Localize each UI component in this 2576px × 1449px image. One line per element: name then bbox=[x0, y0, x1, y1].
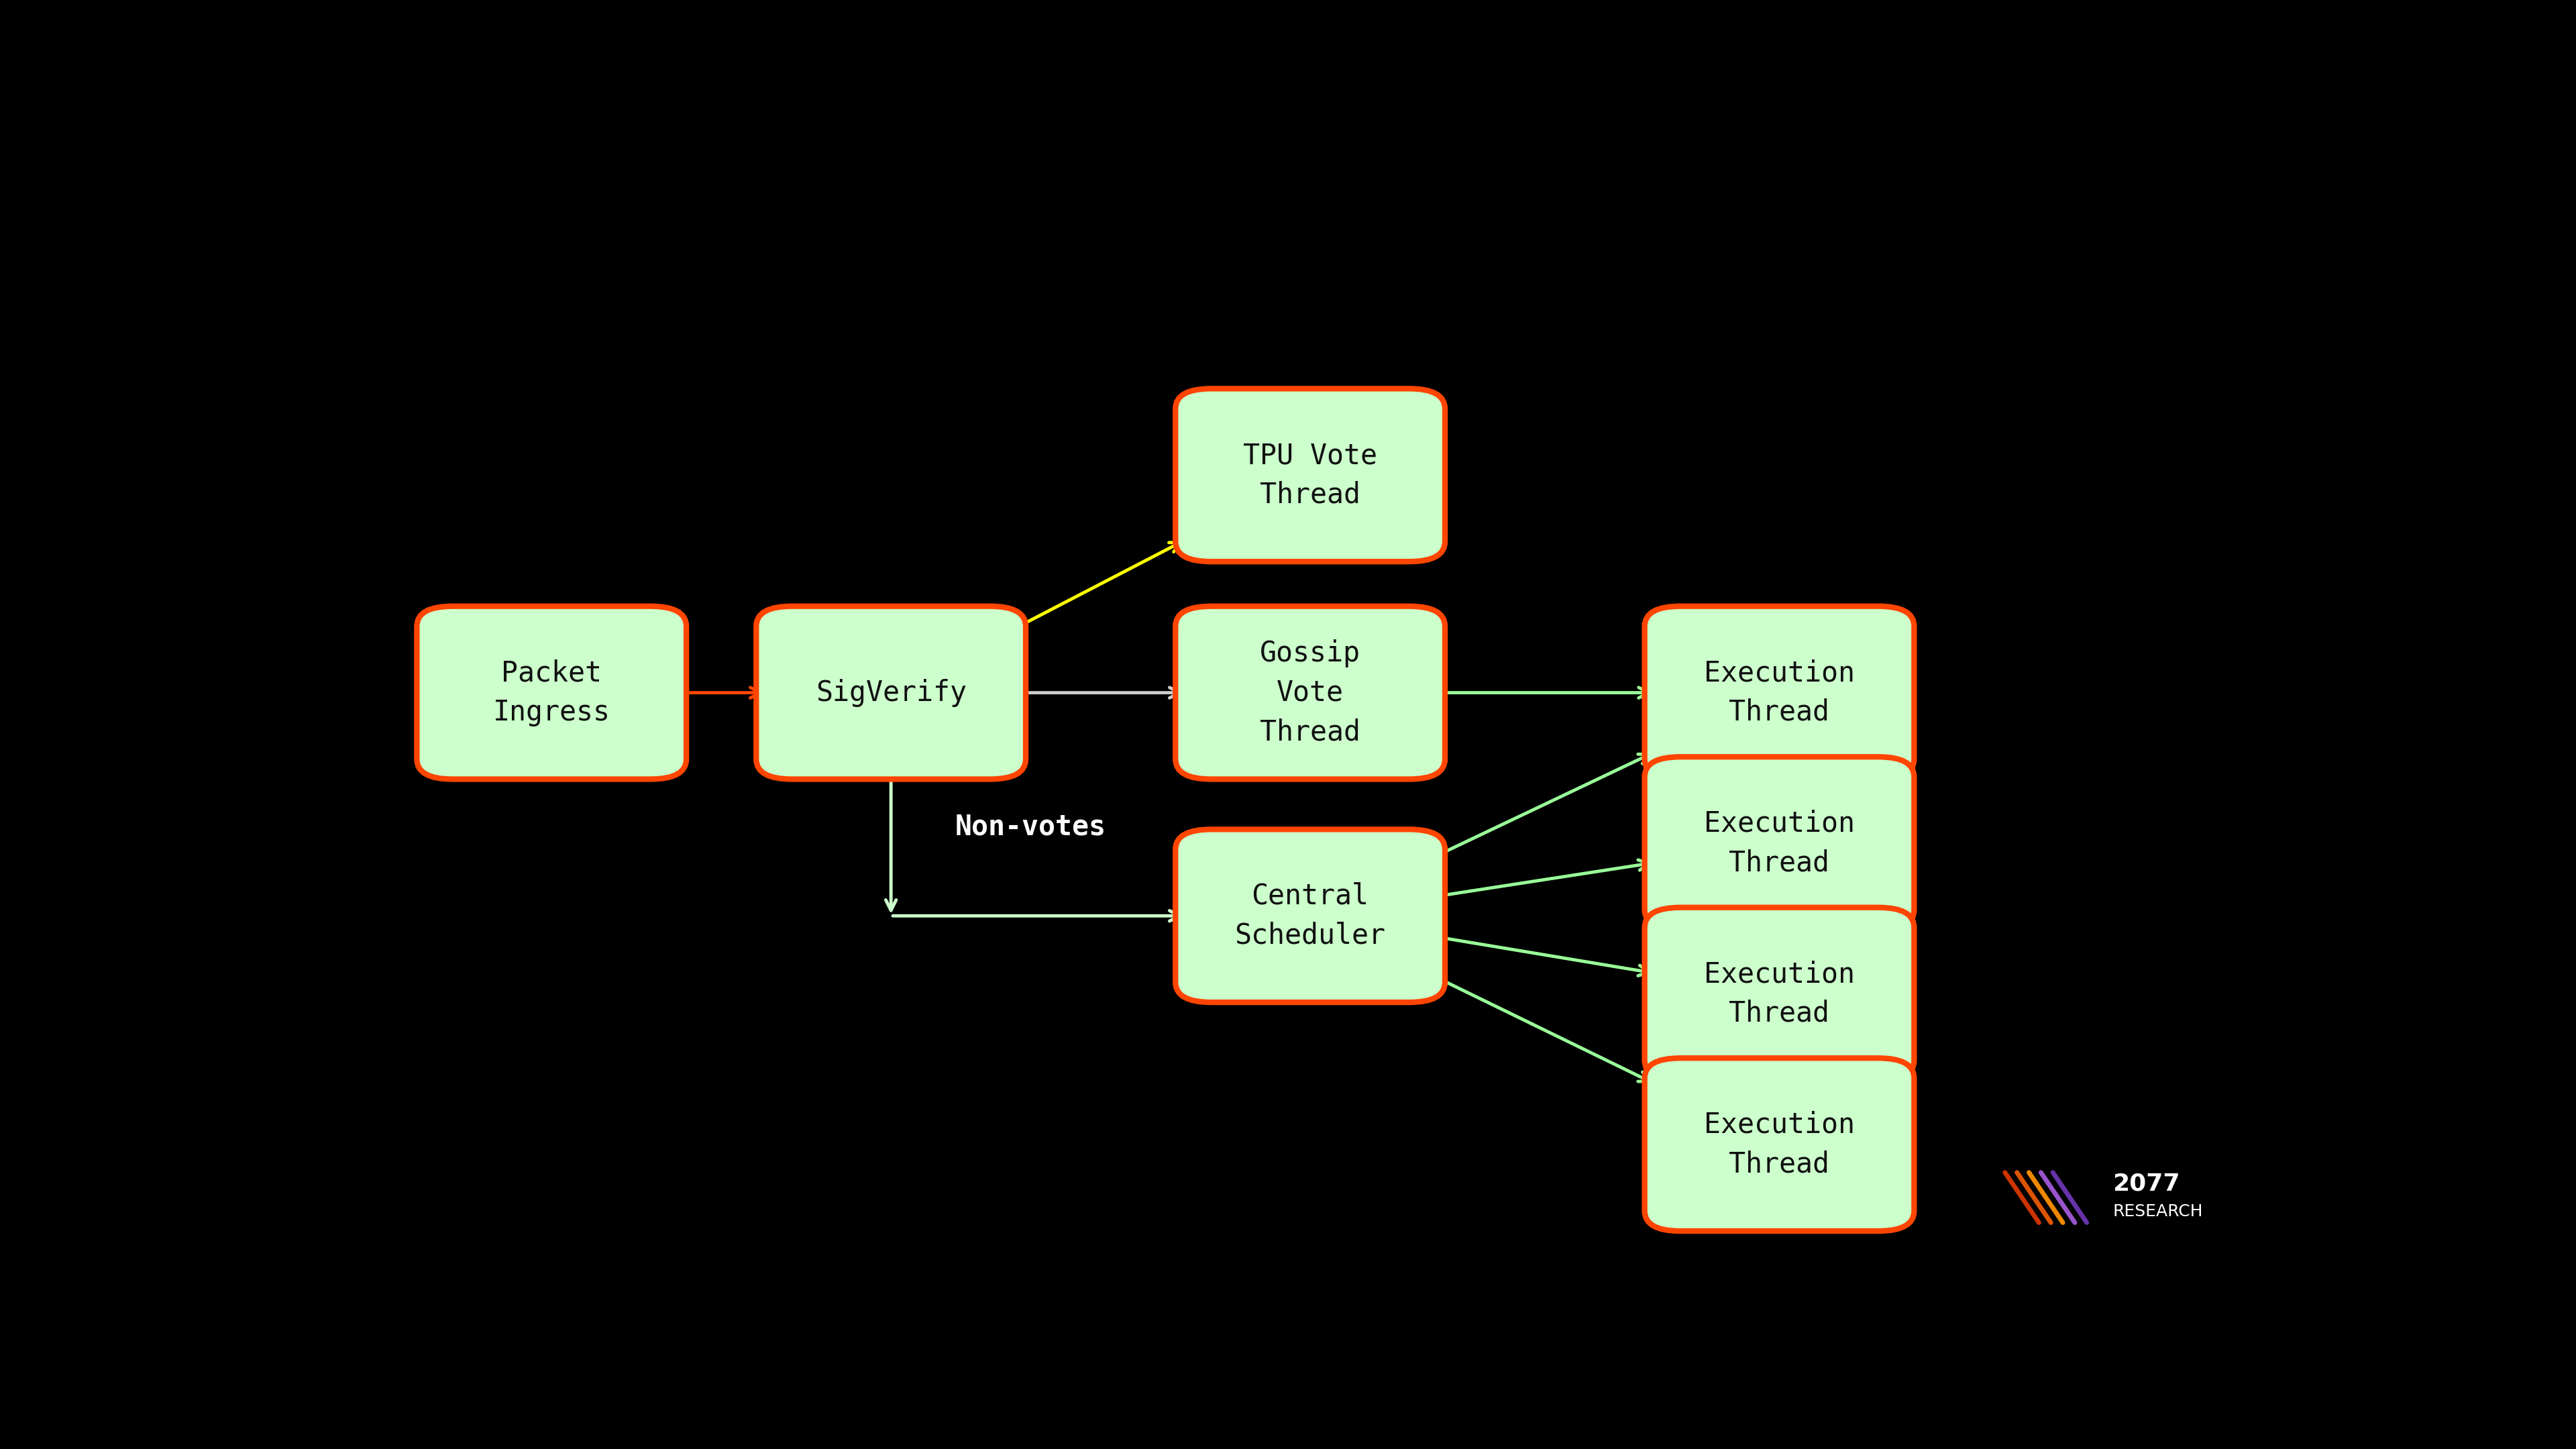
Text: Execution
Thread: Execution Thread bbox=[1703, 810, 1855, 877]
Text: Central
Scheduler: Central Scheduler bbox=[1234, 882, 1386, 949]
FancyBboxPatch shape bbox=[417, 606, 685, 780]
Text: Execution
Thread: Execution Thread bbox=[1703, 1111, 1855, 1178]
Text: TPU Vote
Thread: TPU Vote Thread bbox=[1244, 442, 1378, 509]
Text: Execution
Thread: Execution Thread bbox=[1703, 659, 1855, 726]
FancyBboxPatch shape bbox=[1175, 606, 1445, 780]
FancyBboxPatch shape bbox=[1643, 907, 1914, 1081]
Text: RESEARCH: RESEARCH bbox=[2112, 1204, 2202, 1220]
Text: Gossip
Vote
Thread: Gossip Vote Thread bbox=[1260, 639, 1360, 746]
FancyBboxPatch shape bbox=[1175, 388, 1445, 562]
Text: SigVerify: SigVerify bbox=[817, 678, 966, 707]
FancyBboxPatch shape bbox=[757, 606, 1025, 780]
Text: 2077: 2077 bbox=[2112, 1172, 2179, 1195]
Text: Packet
Ingress: Packet Ingress bbox=[492, 659, 611, 726]
FancyBboxPatch shape bbox=[1643, 606, 1914, 780]
Text: Execution
Thread: Execution Thread bbox=[1703, 961, 1855, 1027]
FancyBboxPatch shape bbox=[1643, 1058, 1914, 1232]
FancyBboxPatch shape bbox=[1175, 829, 1445, 1003]
Text: Non-votes: Non-votes bbox=[956, 813, 1105, 840]
FancyBboxPatch shape bbox=[1643, 756, 1914, 930]
